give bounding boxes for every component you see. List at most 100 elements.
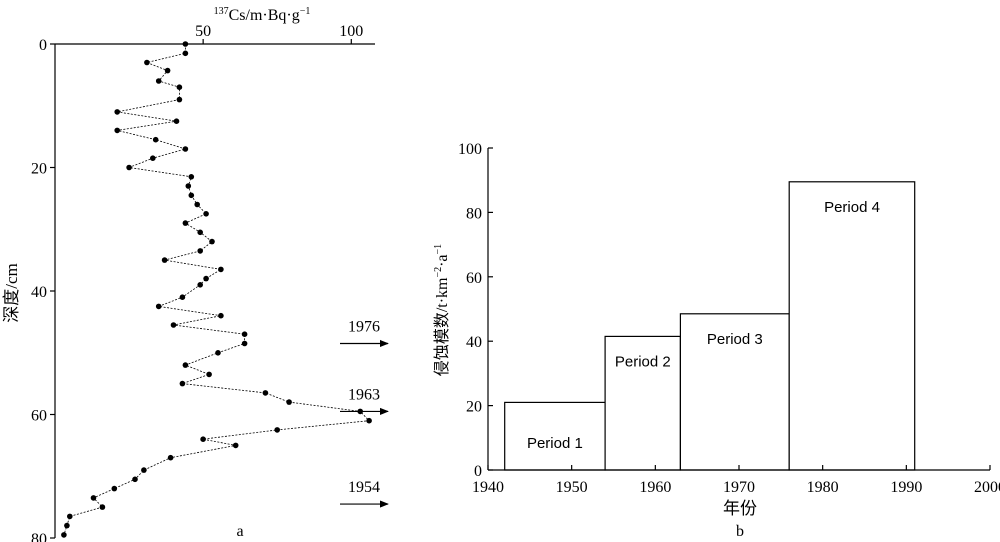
panel-a-data-point [114, 109, 120, 115]
panel-a-data-point [64, 522, 70, 529]
panel-a-data-point [99, 504, 106, 510]
panel-a-data-point [197, 282, 203, 288]
panel-a-data-point [155, 303, 162, 310]
panel-b-label: b [736, 523, 744, 540]
panel-b-y-tick-label: 0 [474, 463, 482, 480]
panel-a-data-point [185, 183, 192, 189]
panel-a-data-point [114, 127, 120, 134]
panel-b-y-axis-title-mid: ·a [434, 254, 451, 266]
panel-b-x-tick-label: 1970 [723, 479, 755, 496]
panel-b-y-axis-title-main: 侵蚀模数/t·km [433, 277, 451, 376]
panel-a-year-annotation: 1963 [348, 386, 380, 403]
panel-a-data-point [194, 201, 200, 208]
panel-a-data-point [203, 211, 209, 217]
panel-b-y-tick-label: 20 [466, 399, 482, 416]
panel-a-data-point [241, 331, 248, 338]
panel-a-data-point [274, 427, 281, 433]
panel-a-data-point [67, 513, 73, 520]
panel-a-x-tick-label: 100 [339, 23, 363, 40]
panel-a-data-point [218, 266, 224, 273]
panel-b-bar [679, 313, 790, 471]
panel-a-y-tick-label: 60 [31, 408, 47, 425]
panel-a-data-point [179, 294, 186, 301]
panel-b-x-tick-label: 1980 [807, 479, 839, 496]
panel-a-data-point [179, 380, 186, 387]
panel-b-bar-label: Period 1 [527, 435, 583, 452]
panel-a-x-axis-title-main: Cs/m·Bq·g [229, 7, 300, 24]
panel-a-data-point [188, 174, 195, 180]
panel-a-data-point [188, 192, 195, 199]
panel-b-x-tick-label: 1990 [890, 479, 922, 496]
panel-b-y-tick-label: 80 [466, 205, 482, 222]
panel-a-x-tick-label: 50 [195, 23, 211, 40]
panel-a-data-point [182, 220, 189, 226]
panel-a-data-point [111, 485, 118, 492]
panel-a-data-point [167, 454, 174, 461]
panel-a-y-axis-title: 深度/cm [2, 263, 21, 323]
panel-a-x-axis-title-exponent: −1 [300, 6, 311, 17]
panel-a-data-point [150, 155, 156, 161]
panel-b-bar-label: Period 2 [615, 353, 671, 370]
panel-a-data-point [286, 399, 292, 405]
panel-a-data-point [182, 146, 189, 152]
panel-a-data-point [215, 350, 221, 356]
panel-a-data-point [209, 238, 215, 245]
panel-b-y-axis-title-exponent-2: −1 [433, 244, 444, 255]
panel-a-data-point [173, 118, 180, 124]
panel-b-y-tick-label: 100 [458, 141, 482, 158]
panel-a-year-annotation: 1954 [348, 479, 380, 496]
panel-a-data-point [241, 340, 248, 347]
panel-b-y-tick-label: 40 [466, 334, 482, 351]
panel-b-bar-label: Period 4 [824, 199, 880, 216]
panel-b-x-tick-label: 1940 [472, 479, 504, 496]
panel-a-data-point [164, 67, 171, 74]
panel-b-bar [504, 401, 606, 471]
panel-a-data-point [182, 362, 189, 368]
panel-a-data-point [182, 41, 189, 47]
panel-a-y-tick-label: 40 [31, 284, 47, 301]
panel-a-data-point [152, 136, 159, 143]
panel-a-y-tick-label: 20 [31, 161, 47, 178]
panel-a-data-point [197, 248, 203, 254]
panel-a-depth-profile: 137Cs/m·Bq·g−1 50 100 0 20 40 60 80 1976 1963 19… [2, 6, 389, 542]
panel-a-data-point [155, 78, 162, 84]
panel-a-data-point [182, 50, 189, 57]
panel-a-data-point [203, 275, 209, 282]
panel-a-year-annotation: 1976 [348, 318, 380, 335]
panel-a-data-point [170, 322, 177, 328]
panel-b-bar-label: Period 3 [707, 331, 763, 348]
panel-a-data-point [232, 442, 239, 449]
panel-b-x-tick-label: 1960 [639, 479, 671, 496]
panel-b-x-axis-title: 年份 [723, 499, 757, 518]
panel-b-x-tick-label: 1950 [556, 479, 588, 496]
panel-a-x-axis-title-superscript: 137 [214, 6, 229, 17]
panel-a-data-point [161, 257, 168, 263]
panel-a-data-point [144, 59, 150, 66]
panel-a-data-point [141, 467, 147, 473]
panel-a-data-point [366, 417, 372, 424]
panel-a-y-tick-label: 80 [31, 531, 47, 542]
panel-b-y-axis-title-exponent-1: −2 [433, 267, 444, 278]
panel-a-y-tick-label: 0 [39, 37, 47, 54]
panel-a-data-point [262, 390, 269, 396]
panel-a-profile-line [63, 44, 370, 536]
panel-a-data-point [200, 436, 206, 443]
panel-b-x-tick-label: 2000 [974, 479, 1000, 496]
panel-b-y-axis-title: 侵蚀模数/t·km−2·a−1 [433, 244, 451, 376]
panel-a-label: a [236, 523, 243, 540]
panel-a-data-point [197, 229, 203, 236]
panel-b-bar [788, 181, 916, 471]
panel-a-data-point [132, 476, 138, 483]
panel-a-data-point [90, 495, 97, 501]
panel-a-x-axis-title: 137Cs/m·Bq·g−1 [214, 6, 311, 24]
panel-b-erosion-modulus: Period 1 Period 2 Period 3 Period 4 0 20 40 60… [433, 141, 1000, 540]
panel-a-data-point [218, 312, 224, 319]
panel-a-data-point [126, 164, 132, 171]
panel-a-data-point [176, 84, 183, 90]
panel-a-data-point [61, 532, 67, 538]
panel-a-data-point [206, 371, 212, 378]
panel-a-data-point [176, 96, 183, 103]
panel-b-bar [604, 335, 681, 471]
panel-b-y-tick-label: 60 [466, 270, 482, 287]
